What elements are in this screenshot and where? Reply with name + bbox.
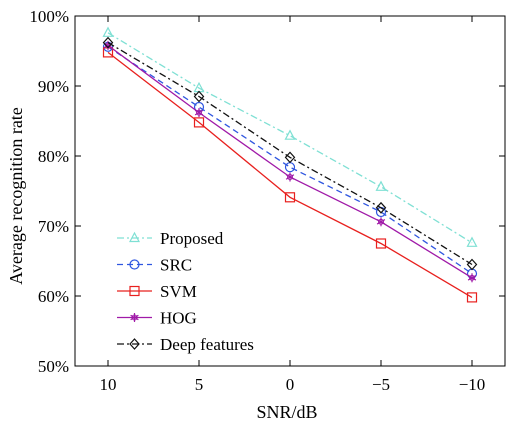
- legend-marker: [129, 231, 140, 243]
- legend-marker: [129, 338, 140, 350]
- data-point: [375, 201, 387, 214]
- x-tick-label: −10: [459, 375, 486, 394]
- series-line: [107, 42, 473, 266]
- y-axis: 50% 60% 70% 80% 90% 100%: [29, 7, 505, 376]
- y-tick-label: 100%: [29, 7, 69, 26]
- legend-item: Proposed: [117, 229, 224, 248]
- data-point: [284, 192, 296, 203]
- legend-marker: [130, 313, 139, 322]
- y-tick-label: 60%: [38, 287, 69, 306]
- legend-item: Deep features: [117, 335, 254, 354]
- legend-label: SRC: [160, 256, 192, 275]
- legend-label: HOG: [160, 309, 197, 328]
- legend-item: SVM: [117, 282, 197, 301]
- x-tick-label: 5: [195, 375, 204, 394]
- legend: Proposed SRC SVM HOG Deep features: [117, 229, 254, 354]
- series-hog: [103, 40, 477, 283]
- legend-label: Deep features: [160, 335, 254, 354]
- data-point: [375, 180, 387, 191]
- data-point: [284, 162, 296, 173]
- x-axis: 10 5 0 −5 −10: [100, 16, 486, 394]
- x-axis-label: SNR/dB: [256, 402, 317, 422]
- x-tick-label: −5: [372, 375, 390, 394]
- data-point: [193, 90, 205, 103]
- data-point: [375, 238, 387, 249]
- legend-label: SVM: [160, 282, 197, 301]
- data-point: [466, 292, 478, 303]
- y-tick-label: 90%: [38, 77, 69, 96]
- data-point: [466, 236, 478, 247]
- series-layer: [102, 26, 478, 303]
- data-point: [284, 129, 296, 140]
- data-point: [102, 36, 114, 49]
- data-point: [466, 258, 478, 271]
- legend-item: SRC: [117, 256, 192, 275]
- legend-label: Proposed: [160, 229, 224, 248]
- data-point: [194, 108, 204, 118]
- series-proposed: [102, 26, 478, 247]
- data-point: [376, 217, 386, 227]
- series-line: [107, 46, 473, 275]
- legend-marker: [129, 285, 140, 297]
- data-point: [102, 26, 114, 37]
- y-tick-label: 50%: [38, 357, 69, 376]
- series-line: [107, 32, 473, 244]
- series-line: [107, 51, 473, 298]
- legend-item: HOG: [117, 309, 197, 328]
- data-point: [193, 117, 205, 128]
- data-point: [284, 151, 296, 164]
- data-point: [285, 172, 295, 182]
- y-axis-label: Average recognition rate: [6, 107, 26, 285]
- y-tick-label: 80%: [38, 147, 69, 166]
- legend-marker: [129, 259, 140, 270]
- data-point: [467, 273, 477, 283]
- series-deep-features: [102, 36, 478, 271]
- y-tick-label: 70%: [38, 217, 69, 236]
- x-tick-label: 0: [286, 375, 295, 394]
- x-tick-label: 10: [100, 375, 117, 394]
